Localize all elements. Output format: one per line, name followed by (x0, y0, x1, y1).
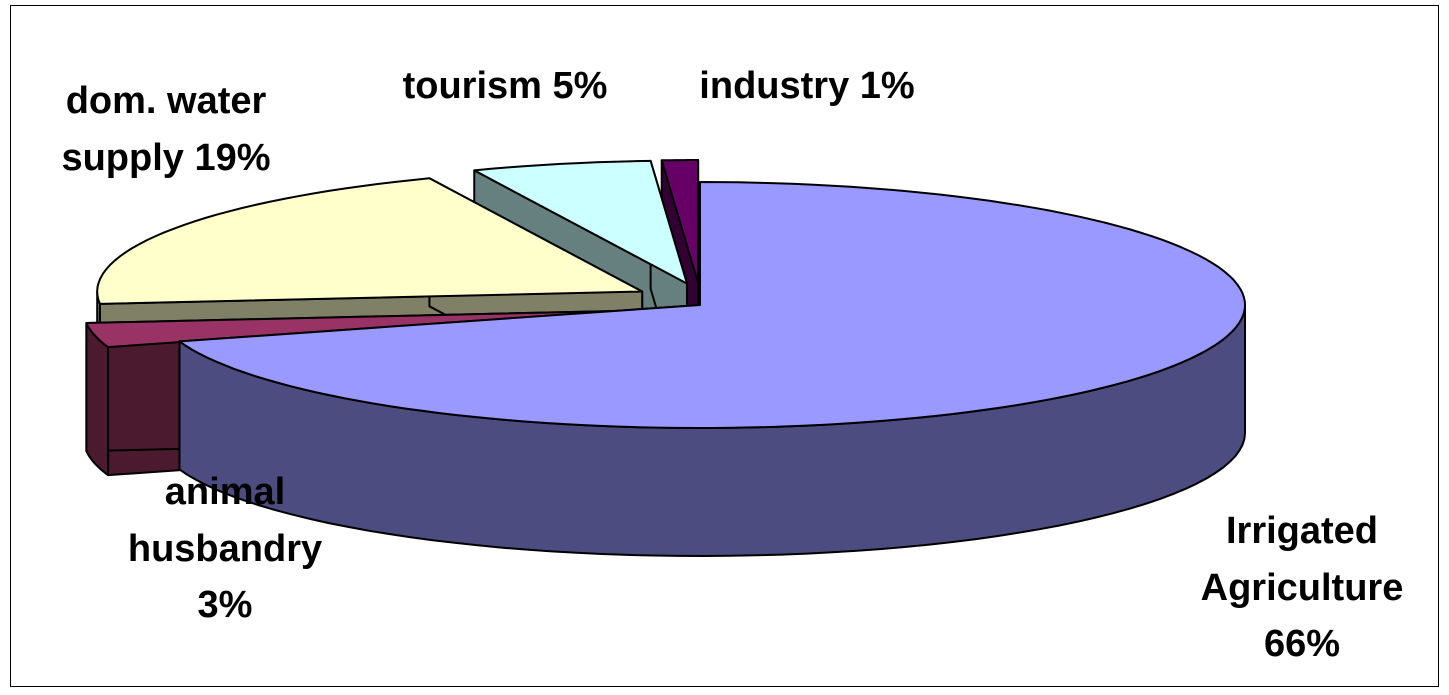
slice-industry-top (660, 159, 700, 285)
label-animal-line2: husbandry (128, 528, 322, 570)
label-animal-line1: animal (165, 471, 285, 513)
label-irrigated-line3: 66% (1264, 623, 1340, 665)
slice-tourism-top (473, 159, 689, 285)
label-domestic-line2: supply 19% (61, 137, 270, 179)
pie-labels: Irrigated Agriculture 66% animal husband… (61, 65, 1403, 665)
pie-slices (85, 159, 1246, 557)
slice-domestic-top (96, 177, 644, 305)
slice-irrigated-top (178, 181, 1246, 429)
slice-irrigated (178, 181, 1246, 557)
label-irrigated-line1: Irrigated (1226, 510, 1378, 552)
label-domestic-line1: dom. water (66, 80, 267, 122)
label-tourism: tourism 5% (403, 65, 608, 107)
label-industry: industry 1% (699, 65, 914, 107)
label-animal-line3: 3% (198, 584, 253, 626)
label-irrigated-line2: Agriculture (1201, 567, 1404, 609)
